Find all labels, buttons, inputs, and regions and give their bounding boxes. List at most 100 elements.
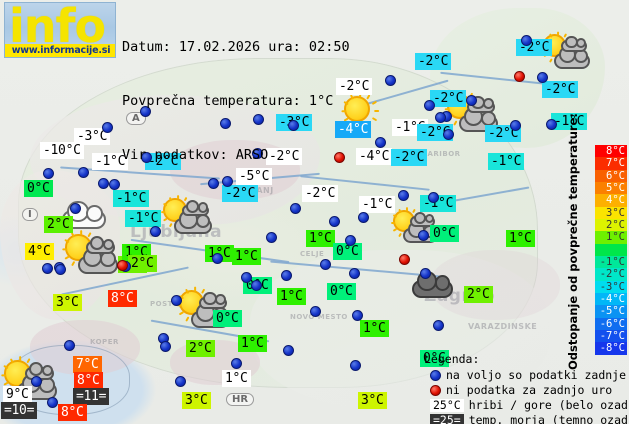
station-dot[interactable] (418, 230, 429, 241)
station-dot[interactable] (220, 118, 231, 129)
temp-chip: 3°C (182, 392, 211, 409)
temp-chip: 4°C (25, 243, 54, 260)
temp-chip: -1°C (113, 190, 150, 207)
station-dot[interactable] (350, 360, 361, 371)
legend-row-sea: =25= temp. morja (temno ozadje) (424, 413, 629, 424)
station-dot[interactable] (253, 114, 264, 125)
station-dot[interactable] (140, 106, 151, 117)
temp-chip: 0°C (333, 243, 362, 260)
station-dot[interactable] (420, 268, 431, 279)
station-dot-no-data[interactable] (334, 152, 345, 163)
station-dot[interactable] (43, 168, 54, 179)
station-dot[interactable] (310, 306, 321, 317)
station-dot[interactable] (375, 137, 386, 148)
station-dot[interactable] (175, 376, 186, 387)
legend: Legenda: na voljo so podatki zadnje ure … (424, 352, 629, 424)
station-dot[interactable] (141, 152, 152, 163)
station-dot[interactable] (251, 280, 262, 291)
sun-ray (398, 232, 402, 238)
station-dot[interactable] (150, 226, 161, 237)
scale-band: 7°C (595, 157, 627, 170)
temp-chip: 0°C (420, 350, 449, 367)
site-logo[interactable]: info www.informacije.si (4, 2, 116, 58)
station-dot[interactable] (98, 178, 109, 189)
cloud-lobe (41, 364, 54, 376)
station-dot[interactable] (222, 176, 233, 187)
station-dot[interactable] (266, 232, 277, 243)
station-dot[interactable] (252, 148, 263, 159)
temp-chip: 1°C (506, 230, 535, 247)
sun-ray (374, 109, 379, 113)
temp-chip-mountain: 9°C (3, 386, 32, 403)
temp-chip: -1°C (125, 210, 162, 227)
station-dot[interactable] (171, 295, 182, 306)
temp-chip: 2°C (128, 255, 157, 272)
station-dot[interactable] (281, 270, 292, 281)
temp-chip: 1°C (277, 288, 306, 305)
sun-ray (161, 211, 166, 214)
station-dot[interactable] (345, 235, 356, 246)
station-dot[interactable] (329, 216, 340, 227)
station-dot[interactable] (433, 320, 444, 331)
sun-ray (80, 230, 83, 236)
cloud-lobe (197, 202, 209, 213)
station-dot[interactable] (212, 253, 223, 264)
station-dot[interactable] (466, 95, 477, 106)
station-dot[interactable] (358, 212, 369, 223)
station-dot[interactable] (283, 345, 294, 356)
temp-chip: 2°C (186, 340, 215, 357)
sun-ray (548, 32, 553, 38)
station-dot[interactable] (537, 72, 548, 83)
legend-title: Legenda: (424, 352, 480, 366)
sun-ray (350, 94, 355, 100)
sun-ray (63, 248, 68, 251)
station-dot[interactable] (31, 376, 42, 387)
station-dot[interactable] (424, 100, 435, 111)
header-avg-temp-line: Povprečna temperatura: 1°C (122, 93, 334, 109)
station-dot[interactable] (102, 122, 113, 133)
station-dot[interactable] (443, 129, 454, 140)
station-dot[interactable] (352, 310, 363, 321)
station-dot[interactable] (288, 120, 299, 131)
station-dot[interactable] (160, 341, 171, 352)
station-dot[interactable] (435, 112, 446, 123)
station-dot[interactable] (290, 203, 301, 214)
station-dot[interactable] (349, 268, 360, 279)
station-dot[interactable] (546, 119, 557, 130)
temp-chip: 8°C (74, 372, 103, 389)
station-dot[interactable] (398, 190, 409, 201)
station-dot[interactable] (78, 167, 89, 178)
header-date-line: Datum: 17.02.2026 ura: 02:50 (122, 39, 350, 55)
station-dot[interactable] (428, 192, 439, 203)
badge-croatia: HR (226, 393, 255, 406)
legend-missing-text: ni podatka za zadnjo uro (446, 383, 613, 397)
station-dot[interactable] (55, 264, 66, 275)
station-dot[interactable] (70, 203, 81, 214)
sun-ray (194, 286, 197, 292)
scale-band: -4°C (595, 292, 627, 306)
station-dot[interactable] (64, 340, 75, 351)
station-dot[interactable] (208, 178, 219, 189)
sea-temp-chip: =10= (1, 402, 38, 419)
station-dot[interactable] (521, 35, 532, 46)
sun-ray (371, 100, 377, 106)
legend-row-missing: ni podatka za zadnjo uro (424, 383, 629, 398)
station-dot[interactable] (231, 358, 242, 369)
sun-ray (10, 358, 15, 364)
station-dot-no-data[interactable] (399, 254, 410, 265)
logo-url: www.informacije.si (5, 44, 115, 57)
temp-chip: 3°C (358, 392, 387, 409)
cloud-lobe (434, 275, 451, 291)
station-dot[interactable] (241, 272, 252, 283)
station-dot[interactable] (510, 120, 521, 131)
station-dot-no-data[interactable] (117, 260, 128, 271)
scale-band: 4°C (595, 194, 627, 207)
station-dot[interactable] (47, 397, 58, 408)
station-dot[interactable] (320, 259, 331, 270)
station-dot[interactable] (109, 179, 120, 190)
city-label-celje: CELJE (300, 250, 325, 258)
station-dot[interactable] (42, 263, 53, 274)
station-dot-no-data[interactable] (514, 71, 525, 82)
station-dot[interactable] (385, 75, 396, 86)
dark-cloud-icon (412, 271, 453, 298)
